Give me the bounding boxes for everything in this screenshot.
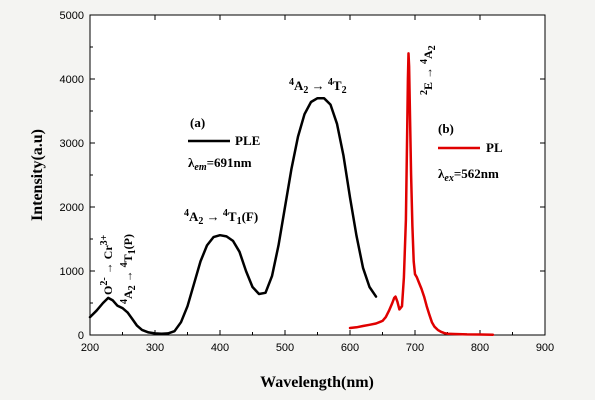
legend-pl-condition: λex=562nm xyxy=(438,166,499,184)
legend-ple-label: PLE xyxy=(235,133,260,148)
y-tick-label: 2000 xyxy=(60,202,84,214)
x-tick-label: 500 xyxy=(276,342,294,354)
y-tick-label: 1000 xyxy=(60,266,84,278)
annotation-t1p: 4A2 → 4T1(P) xyxy=(119,234,138,304)
x-tick-label: 900 xyxy=(536,342,554,354)
y-tick-label: 4000 xyxy=(60,74,84,86)
x-axis-title: Wavelength(nm) xyxy=(260,374,374,391)
series-layer xyxy=(88,52,495,336)
x-tick-label: 700 xyxy=(406,342,424,354)
x-tick-label: 600 xyxy=(341,342,359,354)
y-tick-label: 0 xyxy=(78,330,84,342)
panel-b-label: (b) xyxy=(438,121,454,136)
x-tick-label: 400 xyxy=(211,342,229,354)
series-line-pl xyxy=(348,52,495,336)
y-tick-label: 5000 xyxy=(60,10,84,22)
plot-area xyxy=(89,14,546,336)
annotation-e-a2: 2E → 4A2 xyxy=(419,45,438,95)
series-line-ple xyxy=(88,96,378,335)
legend-pl-label: PL xyxy=(486,140,503,155)
x-tick-label: 800 xyxy=(471,342,489,354)
axis-ticks: 200 300 400 500 600 700 800 900 0 1000 2000 3000 400… xyxy=(60,10,555,354)
legend-ple-condition: λem=691nm xyxy=(188,155,252,173)
y-axis-title: Intensity(a.u) xyxy=(29,129,46,221)
x-tick-label: 200 xyxy=(81,342,99,354)
panel-a-label: (a) xyxy=(190,115,205,130)
y-tick-label: 3000 xyxy=(60,138,84,150)
annotation-t2: 4A2 → 4T2 xyxy=(289,77,347,96)
x-tick-label: 300 xyxy=(146,342,164,354)
annotation-t1f: 4A2 → 4T1(F) xyxy=(184,208,258,227)
